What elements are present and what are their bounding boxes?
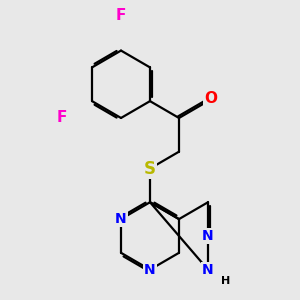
Text: F: F [56, 110, 67, 125]
Text: H: H [221, 277, 230, 286]
Text: O: O [204, 91, 217, 106]
Text: N: N [202, 263, 214, 277]
Text: N: N [144, 263, 156, 277]
Text: N: N [202, 229, 214, 243]
Text: S: S [144, 160, 156, 178]
Text: F: F [116, 8, 126, 23]
Text: N: N [115, 212, 127, 226]
